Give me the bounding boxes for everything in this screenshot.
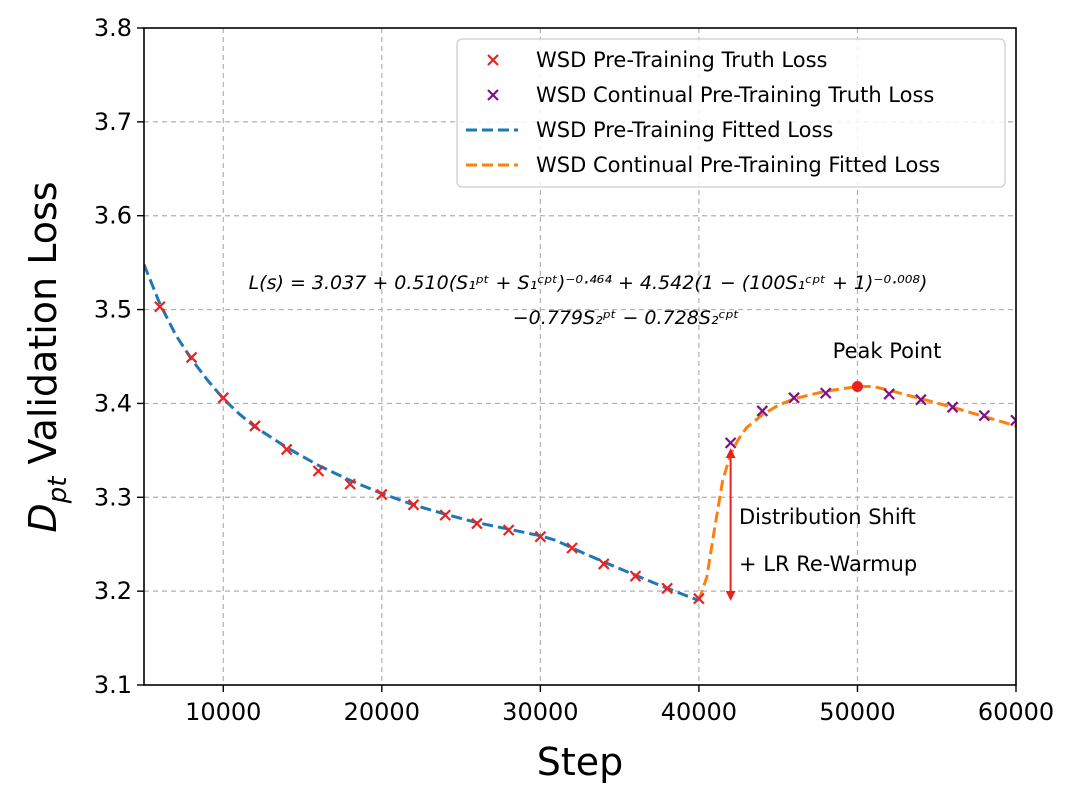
truth-loss-point [788,392,800,404]
truth-loss-point [819,387,832,399]
truth-loss-point [534,530,547,543]
truth-loss-point [185,351,198,364]
shift-annotation-line-2: + LR Re-Warmup [739,552,917,576]
fitted-loss-line [697,385,1016,601]
legend: WSD Pre-Training Truth Loss WSD Continua… [456,38,1006,188]
y-tick-label: 3.4 [94,389,132,417]
y-tick-label: 3.6 [94,202,132,230]
truth-loss-point [693,592,705,605]
axis-ticks: 10000 20000 30000 40000 50000 60000 3.1 3.2 3.3 3… [94,14,1054,726]
truth-loss-point [883,388,895,400]
truth-loss-point [280,443,293,456]
legend-swatch-marker [487,89,499,101]
x-tick-label: 40000 [661,698,737,726]
truth-loss-point [566,542,578,554]
truth-loss-point [154,300,166,313]
truth-loss-point [598,558,610,570]
y-tick-label: 3.5 [94,296,132,324]
plot-frame [143,27,1017,686]
legend-label-pretrain-fitted: WSD Pre-Training Fitted Loss [536,118,833,142]
truth-loss-point [439,509,452,521]
y-tick-label: 3.1 [94,671,132,699]
truth-loss-point [629,570,642,582]
truth-loss-point [344,478,356,490]
y-tick-label: 3.7 [94,108,132,136]
truth-loss-point [724,437,737,449]
legend-swatches [466,54,518,167]
truth-loss-point [407,499,420,511]
legend-label-cpt-truth: WSD Continual Pre-Training Truth Loss [536,83,934,107]
x-tick-label: 60000 [978,698,1054,726]
formula-line-1: L(s) = 3.037 + 0.510(S₁ᵖᵗ + S₁ᶜᵖᵗ)⁻⁰·⁴⁶⁴… [249,272,928,294]
formula-line-2: −0.779S₂ᵖᵗ − 0.728S₂ᶜᵖᵗ [513,307,740,329]
series-layer [144,263,1016,605]
y-axis-title-rest: Validation Loss [21,181,65,476]
x-tick-label: 20000 [344,698,420,726]
truth-loss-point [756,405,769,417]
peak-point-marker [851,381,863,393]
legend-swatch-marker [487,54,499,66]
y-tick-label: 3.2 [94,577,132,605]
shift-annotation-line-1: Distribution Shift [739,505,916,529]
truth-loss-point [978,409,991,422]
y-tick-label: 3.8 [94,14,132,42]
legend-label-pretrain-truth: WSD Pre-Training Truth Loss [536,48,827,72]
truth-loss-point [312,465,325,477]
truth-loss-point [471,517,483,530]
truth-loss-point [946,401,959,413]
truth-loss-point [1010,414,1016,427]
y-axis-title-subscript: pt [43,476,73,505]
truth-loss-point [217,392,230,404]
peak-point-label: Peak Point [833,339,942,363]
truth-loss-point [376,488,388,501]
y-tick-label: 3.3 [94,483,132,511]
y-axis-title: Dpt Validation Loss [21,181,73,532]
x-tick-label: 50000 [819,698,895,726]
truth-loss-point [915,393,927,406]
y-axis-title-symbol: D [21,503,65,532]
x-tick-label: 30000 [502,698,578,726]
truth-loss-point [502,524,515,536]
truth-loss-point [249,420,261,432]
x-axis-title: Step [537,740,624,784]
truth-loss-point [661,582,673,595]
legend-box [456,38,1006,188]
legend-label-cpt-fitted: WSD Continual Pre-Training Fitted Loss [536,153,940,177]
x-tick-label: 10000 [185,698,261,726]
